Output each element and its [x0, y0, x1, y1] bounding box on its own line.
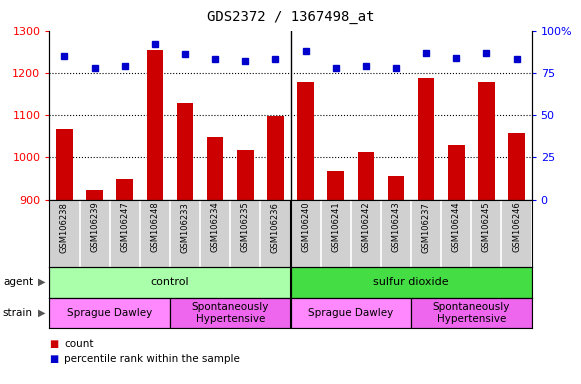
- Bar: [237, 150, 253, 200]
- Bar: [297, 82, 314, 200]
- Bar: [290, 267, 532, 298]
- Bar: [207, 137, 224, 200]
- Text: Spontaneously
Hypertensive: Spontaneously Hypertensive: [433, 302, 510, 324]
- Text: Spontaneously
Hypertensive: Spontaneously Hypertensive: [192, 302, 269, 324]
- Text: GSM106248: GSM106248: [150, 202, 159, 252]
- Bar: [49, 298, 170, 328]
- Bar: [177, 103, 193, 200]
- Text: GSM106238: GSM106238: [60, 202, 69, 253]
- Text: strain: strain: [3, 308, 33, 318]
- Text: sulfur dioxide: sulfur dioxide: [373, 277, 449, 287]
- Text: ▶: ▶: [38, 277, 45, 287]
- Bar: [56, 129, 73, 200]
- Text: GSM106235: GSM106235: [241, 202, 250, 252]
- Bar: [267, 116, 284, 200]
- Bar: [418, 78, 435, 200]
- Bar: [508, 133, 525, 200]
- Text: Sprague Dawley: Sprague Dawley: [67, 308, 152, 318]
- Text: GSM106242: GSM106242: [361, 202, 370, 252]
- Text: GSM106237: GSM106237: [422, 202, 431, 253]
- Bar: [146, 50, 163, 200]
- Text: GSM106240: GSM106240: [301, 202, 310, 252]
- Text: ■: ■: [49, 339, 59, 349]
- Text: GSM106239: GSM106239: [90, 202, 99, 252]
- Text: count: count: [64, 339, 94, 349]
- Bar: [170, 298, 290, 328]
- Bar: [87, 190, 103, 200]
- Text: GSM106234: GSM106234: [211, 202, 220, 252]
- Text: ▶: ▶: [38, 308, 45, 318]
- Text: GSM106241: GSM106241: [331, 202, 340, 252]
- Text: ■: ■: [49, 354, 59, 364]
- Bar: [290, 298, 411, 328]
- Text: percentile rank within the sample: percentile rank within the sample: [64, 354, 240, 364]
- Bar: [411, 298, 532, 328]
- Bar: [357, 152, 374, 200]
- Text: control: control: [150, 277, 189, 287]
- Text: GDS2372 / 1367498_at: GDS2372 / 1367498_at: [207, 10, 374, 23]
- Text: GSM106246: GSM106246: [512, 202, 521, 252]
- Text: GSM106236: GSM106236: [271, 202, 280, 253]
- Text: GSM106233: GSM106233: [181, 202, 189, 253]
- Bar: [388, 177, 404, 200]
- Text: GSM106244: GSM106244: [452, 202, 461, 252]
- Text: agent: agent: [3, 277, 33, 287]
- Bar: [116, 179, 133, 200]
- Bar: [448, 145, 465, 200]
- Bar: [49, 267, 290, 298]
- Text: GSM106247: GSM106247: [120, 202, 129, 252]
- Bar: [478, 82, 494, 200]
- Text: GSM106243: GSM106243: [392, 202, 400, 252]
- Text: Sprague Dawley: Sprague Dawley: [308, 308, 393, 318]
- Bar: [328, 171, 344, 200]
- Text: GSM106245: GSM106245: [482, 202, 491, 252]
